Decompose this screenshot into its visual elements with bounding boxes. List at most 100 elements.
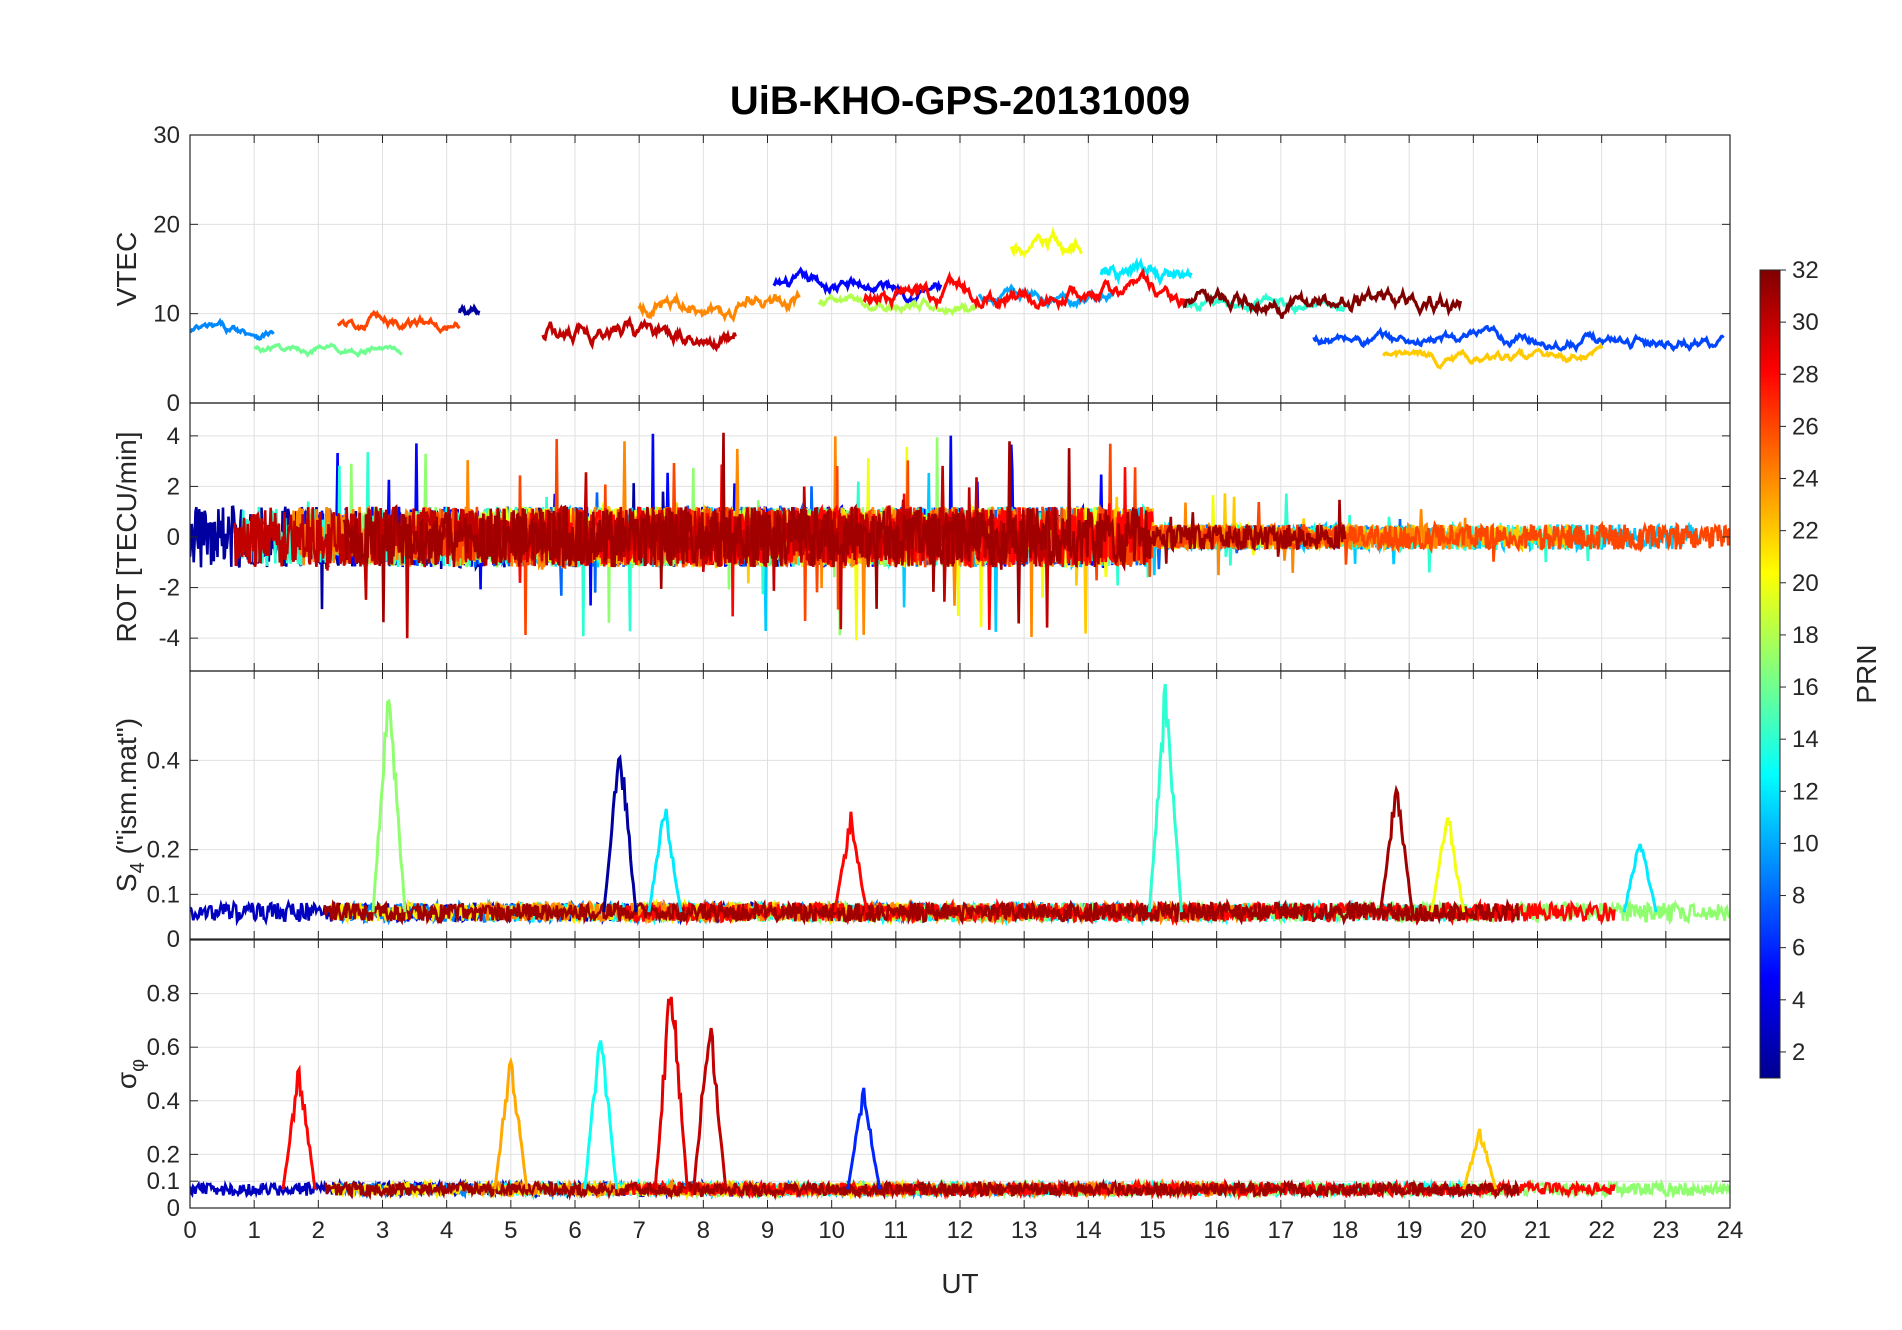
s4-ytick-label: 0 xyxy=(167,926,180,953)
vtec-series-prn-18 xyxy=(817,292,980,317)
sigma-ytick-label: 0.8 xyxy=(147,981,180,1008)
sigma-peak-prn-28 xyxy=(281,1064,317,1190)
xtick-label: 9 xyxy=(761,1217,774,1244)
vtec-series-prn-16 xyxy=(253,342,403,359)
rot-series xyxy=(190,432,1730,641)
vtec-series-prn-24 xyxy=(637,289,801,323)
s4-peak-prn-20 xyxy=(1430,817,1466,913)
xtick-label: 7 xyxy=(632,1217,645,1244)
vtec-ytick-label: 10 xyxy=(153,301,180,328)
xtick-label: 12 xyxy=(947,1217,974,1244)
x-axis: 0 1 2 3 4 5 6 7 8 9 10 11 12 13 14 15 16 17 18 19 20 21 22 23 24 xyxy=(183,1217,1743,1244)
xtick-label: 4 xyxy=(440,1217,453,1244)
rot-ytick-label: 2 xyxy=(167,473,180,500)
vtec-series-prn-22 xyxy=(1382,342,1604,370)
s4-peak-prn-14 xyxy=(1147,683,1183,913)
xtick-label: 18 xyxy=(1332,1217,1359,1244)
vtec-series-prn-30 xyxy=(541,315,737,353)
xtick-label: 6 xyxy=(568,1217,581,1244)
sigma-ytick-label: 0.1 xyxy=(147,1168,180,1195)
colorbar-tick-label: 12 xyxy=(1792,778,1819,805)
colorbar-tick-label: 18 xyxy=(1792,622,1819,649)
sigma-ylabel: σφ xyxy=(111,1059,149,1089)
sigma-ytick-label: 0.6 xyxy=(147,1034,180,1061)
xtick-label: 22 xyxy=(1588,1217,1615,1244)
sigma-ytick-label: 0.4 xyxy=(147,1088,180,1115)
rot-panel: -4 -2 0 2 4 ROT [TECU/min] xyxy=(111,402,1731,672)
sigma-peak-prn-6 xyxy=(846,1087,882,1190)
xtick-label: 13 xyxy=(1011,1217,1038,1244)
s4-grid xyxy=(189,671,1731,940)
colorbar-tick-label: 8 xyxy=(1792,883,1805,910)
vtec-ytick-label: 20 xyxy=(153,211,180,238)
s4-peak-prn-2 xyxy=(602,754,638,913)
s4-axes-frame xyxy=(189,670,1731,940)
vtec-series-prn-32 xyxy=(1183,284,1463,319)
vtec-ytick-label: 30 xyxy=(153,122,180,149)
sigma-series-prn-31 xyxy=(324,1178,1520,1201)
vtec-grid xyxy=(189,134,1731,404)
x-axis-label: UT xyxy=(941,1268,978,1299)
colorbar-tick-label: 16 xyxy=(1792,674,1819,701)
sigma-peak-prn-29 xyxy=(653,996,689,1190)
rot-ytick-label: -2 xyxy=(159,575,180,602)
s4-peak-prn-28 xyxy=(833,811,869,913)
xtick-label: 23 xyxy=(1652,1217,1679,1244)
sigma-peak-prn-13 xyxy=(583,1040,619,1190)
vtec-ytick-label: 0 xyxy=(167,390,180,417)
xtick-label: 15 xyxy=(1139,1217,1166,1244)
s4-ytick-label: 0.4 xyxy=(147,747,180,774)
rot-ytick-label: 4 xyxy=(167,423,180,450)
xtick-label: 8 xyxy=(697,1217,710,1244)
sigma-ytick-label: 0.2 xyxy=(147,1141,180,1168)
vtec-series xyxy=(190,225,1725,370)
s4-ytick-label: 0.2 xyxy=(147,837,180,864)
xtick-label: 5 xyxy=(504,1217,517,1244)
colorbar-tick-label: 28 xyxy=(1792,361,1819,388)
xtick-label: 0 xyxy=(183,1217,196,1244)
s4-peak-prn-17 xyxy=(371,698,407,913)
rot-ylabel: ROT [TECU/min] xyxy=(111,431,142,642)
s4-series-prn-31 xyxy=(323,897,1520,927)
colorbar-tick-label: 30 xyxy=(1792,309,1819,336)
s4-ylabel: S4 ("ism.mat") xyxy=(111,718,149,892)
rot-series-prn-31 xyxy=(342,432,1347,624)
s4-peak-prn-12 xyxy=(1622,843,1658,913)
colorbar-tick-label: 10 xyxy=(1792,830,1819,857)
vtec-panel: 0 10 20 30 VTEC xyxy=(111,122,1731,417)
xtick-label: 14 xyxy=(1075,1217,1102,1244)
colorbar-tick-label: 32 xyxy=(1792,257,1819,284)
colorbar-gradient xyxy=(1759,269,1781,1079)
vtec-series-prn-9 xyxy=(190,317,275,341)
vtec-ylabel: VTEC xyxy=(111,232,142,307)
colorbar-tick-label: 20 xyxy=(1792,570,1819,597)
colorbar-tick-label: 6 xyxy=(1792,935,1805,962)
xtick-label: 3 xyxy=(376,1217,389,1244)
sigma-phi-panel: 00.10.2 0.4 0.6 0.8 σφ xyxy=(111,939,1731,1222)
colorbar-tick-label: 4 xyxy=(1792,987,1805,1014)
s4-peak-prn-12 xyxy=(647,808,683,913)
xtick-label: 21 xyxy=(1524,1217,1551,1244)
colorbar-tick-label: 2 xyxy=(1792,1039,1805,1066)
xtick-label: 20 xyxy=(1460,1217,1487,1244)
rot-ytick-label: -4 xyxy=(159,625,180,652)
rot-ytick-label: 0 xyxy=(167,524,180,551)
sigma-ytick-label: 0 xyxy=(167,1195,180,1222)
vtec-series-prn-26 xyxy=(336,309,461,335)
s4-ytick-label: 0.1 xyxy=(147,881,180,908)
xtick-label: 16 xyxy=(1203,1217,1230,1244)
colorbar-tick-label: 26 xyxy=(1792,413,1819,440)
xtick-label: 24 xyxy=(1717,1217,1744,1244)
vtec-series-prn-7 xyxy=(1312,324,1725,354)
colorbar-label: PRN xyxy=(1851,644,1882,703)
sigma-series xyxy=(190,996,1730,1201)
vtec-series-prn-28 xyxy=(862,267,1187,312)
xtick-label: 2 xyxy=(312,1217,325,1244)
sigma-peak-prn-22 xyxy=(1462,1128,1498,1190)
xtick-label: 10 xyxy=(818,1217,845,1244)
sigma-axes-frame xyxy=(189,939,1731,1209)
sigma-grid xyxy=(189,940,1731,1209)
sigma-peak-prn-23 xyxy=(493,1056,529,1190)
colorbar-tick-label: 22 xyxy=(1792,518,1819,545)
